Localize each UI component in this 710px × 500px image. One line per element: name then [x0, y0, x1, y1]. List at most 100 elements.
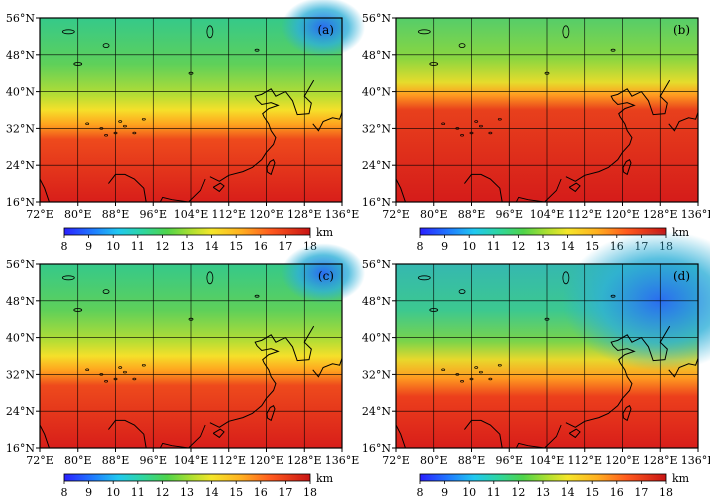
lon-label: 120°E	[605, 208, 640, 221]
colorbar-a	[63, 227, 311, 236]
japan-coast	[312, 358, 343, 378]
lat-label: 40°N	[6, 332, 35, 345]
colorbar-tick-label: 11	[487, 240, 501, 253]
lake-outline	[73, 308, 83, 312]
colorbar-b	[419, 227, 667, 236]
lat-label: 24°N	[362, 405, 391, 418]
lon-label: 72°E	[382, 454, 410, 467]
lat-label: 48°N	[6, 49, 35, 62]
lat-label: 40°N	[362, 332, 391, 345]
indochina-coast	[515, 424, 562, 449]
bay-of-bengal-coast	[464, 173, 503, 203]
lake-outline	[460, 380, 465, 383]
colorbar-tick-label: 15	[585, 486, 599, 499]
colorbar-tick-label: 16	[610, 486, 624, 499]
lon-label: 112°E	[567, 454, 602, 467]
colorbar-tick-label: 15	[229, 240, 243, 253]
lake-outline	[99, 373, 104, 376]
colorbar-tick-label: 17	[278, 240, 292, 253]
lat-label: 32°N	[362, 122, 391, 135]
map-panel-c: 56°N 48°N 40°N 32°N 24°N 16°N72°E 80°E 88°E 96°E…	[6, 243, 366, 499]
lake-outline	[458, 43, 466, 48]
hainan-coast	[212, 182, 225, 193]
lon-label: 88°E	[102, 208, 130, 221]
lon-label: 120°E	[249, 454, 284, 467]
lat-label: 32°N	[6, 122, 35, 135]
lake-outline	[73, 62, 83, 66]
low-value-region	[281, 243, 366, 304]
lon-label: 72°E	[382, 208, 410, 221]
lake-outline	[544, 71, 550, 75]
lon-label: 128°E	[643, 454, 678, 467]
lake-outline	[122, 370, 127, 374]
coastline	[565, 325, 671, 428]
lake-outline	[488, 131, 493, 135]
colorbar-tick-label: 13	[180, 486, 194, 499]
lon-label: 88°E	[458, 208, 486, 221]
lake-outline	[141, 363, 146, 367]
colorbar-tick-label: 13	[536, 240, 550, 253]
colorbar-tick-label: 14	[561, 240, 575, 253]
lon-label: 136°E	[325, 454, 360, 467]
lon-label: 96°E	[495, 454, 523, 467]
lake-outline	[562, 25, 570, 39]
colorbar-tick-label: 9	[85, 240, 92, 253]
colorbar-tick-label: 9	[85, 486, 92, 499]
colorbar-tick-label: 8	[61, 486, 68, 499]
lake-outline	[478, 370, 483, 374]
lake-outline	[99, 127, 104, 130]
lon-label: 136°E	[681, 454, 710, 467]
panel-label-d: (d)	[673, 269, 690, 283]
lake-outline	[497, 363, 502, 367]
colorbar-tick-label: 14	[205, 486, 219, 499]
lon-label: 88°E	[458, 454, 486, 467]
lat-label: 16°N	[6, 196, 35, 209]
lake-outline	[122, 124, 127, 128]
lake-outline	[113, 131, 118, 135]
lake-outline	[429, 62, 439, 66]
lat-label: 24°N	[362, 159, 391, 172]
lon-label: 112°E	[211, 454, 246, 467]
colorbar-tick-label: 10	[462, 486, 476, 499]
lake-outline	[562, 271, 570, 285]
bay-of-bengal-coast	[108, 173, 147, 203]
lat-label: 56°N	[6, 12, 35, 25]
lake-outline	[544, 317, 550, 321]
panel-label-b: (b)	[673, 23, 690, 37]
panel-label-a: (a)	[317, 23, 334, 37]
colorbar-tick-label: 8	[61, 240, 68, 253]
lon-label: 120°E	[249, 208, 284, 221]
lat-label: 40°N	[6, 86, 35, 99]
taiwan-coast	[622, 158, 632, 176]
colorbar-tick-label: 8	[417, 240, 424, 253]
colorbar-tick-label: 8	[417, 486, 424, 499]
lake-outline	[474, 366, 479, 369]
japan-coast	[668, 358, 699, 378]
colorbar-tick-label: 12	[511, 486, 525, 499]
map-panel-d: 56°N 48°N 40°N 32°N 24°N 16°N72°E 80°E 88°E 96°E…	[362, 230, 710, 499]
india-coast	[395, 178, 406, 203]
lake-outline	[118, 120, 123, 123]
colorbar-unit: km	[316, 226, 334, 239]
lake-outline	[417, 29, 431, 35]
lake-outline	[206, 25, 214, 39]
low-value-region	[281, 0, 366, 58]
indochina-coast	[515, 178, 562, 203]
lake-outline	[141, 117, 146, 121]
colorbar-tick-label: 10	[462, 240, 476, 253]
lat-label: 24°N	[6, 159, 35, 172]
colorbar-tick-label: 11	[131, 240, 145, 253]
lon-label: 128°E	[287, 208, 322, 221]
lake-outline	[61, 29, 75, 35]
lon-label: 120°E	[605, 454, 640, 467]
lon-label: 128°E	[287, 454, 322, 467]
colorbar-tick-label: 18	[659, 486, 673, 499]
lake-outline	[85, 122, 90, 126]
lat-label: 40°N	[362, 86, 391, 99]
lon-label: 96°E	[495, 208, 523, 221]
lake-outline	[254, 48, 260, 52]
lake-outline	[441, 122, 446, 126]
lon-label: 104°E	[174, 208, 209, 221]
colorbar-tick-label: 13	[536, 486, 550, 499]
lake-outline	[441, 368, 446, 372]
